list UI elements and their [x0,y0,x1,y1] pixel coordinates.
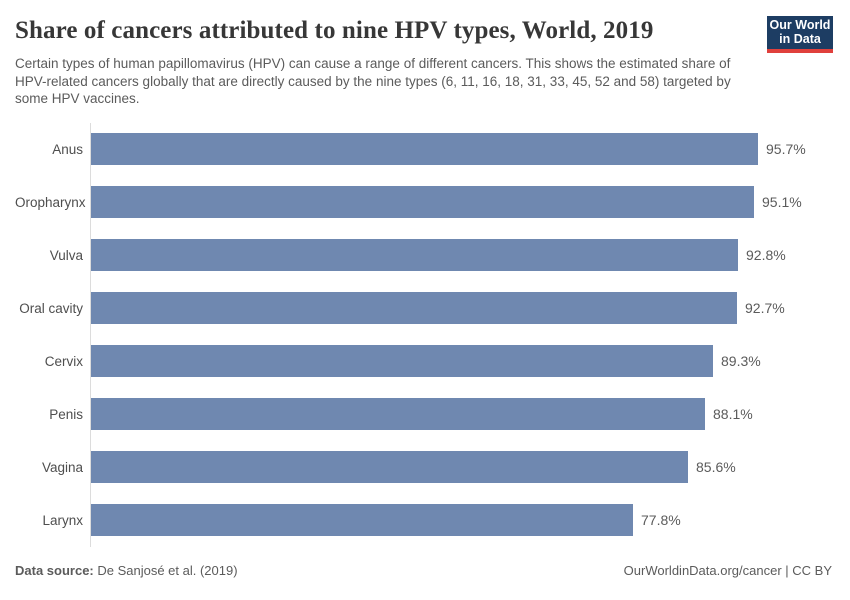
category-label: Vulva [49,247,83,263]
value-label: 89.3% [721,353,761,369]
value-label: 95.7% [766,141,806,157]
bar-track: 92.7% [90,281,833,335]
owid-logo-line1: Our World [769,18,831,32]
bar-row: Penis 88.1% [15,387,833,441]
bar-track: 77.8% [90,493,833,547]
chart-footer: Data source: De Sanjosé et al. (2019) Ou… [15,563,833,578]
value-label: 77.8% [641,512,681,528]
bar[interactable] [91,133,758,165]
bar-row: Vulva 92.8% [15,228,833,282]
bar-row: Oropharynx 95.1% [15,175,833,229]
owid-logo-line2: in Data [779,32,821,46]
bar[interactable] [91,345,713,377]
category-label: Vagina [41,459,83,475]
category-label: Penis [49,406,83,422]
category-label: Cervix [44,353,83,369]
bar-row: Cervix 89.3% [15,334,833,388]
value-label: 95.1% [762,194,802,210]
value-label: 92.8% [746,247,786,263]
bar[interactable] [91,451,688,483]
bar-track: 92.8% [90,228,833,282]
bar-chart: Anus 95.7% Oropharynx 95.1% Vulva 92.8% Oral c… [15,122,833,547]
category-label: Larynx [42,512,83,528]
bar-track: 88.1% [90,387,833,441]
value-label: 88.1% [713,406,753,422]
bar[interactable] [91,398,705,430]
bar-row: Vagina 85.6% [15,440,833,494]
bar-track: 95.7% [90,122,833,176]
bar-track: 85.6% [90,440,833,494]
footer-license-link[interactable]: OurWorldinData.org/cancer | CC BY [623,562,832,578]
bar-row: Anus 95.7% [15,122,833,176]
bar[interactable] [91,292,737,324]
chart-subtitle: Certain types of human papillomavirus (H… [15,56,731,106]
owid-logo: Our World in Data [767,16,833,53]
bar[interactable] [91,239,738,271]
bar[interactable] [91,186,754,218]
category-label: Oropharynx [15,194,86,210]
bar-track: 89.3% [90,334,833,388]
value-label: 85.6% [696,459,736,475]
data-source-label: Data source: [15,562,94,578]
page-title: Share of cancers attributed to nine HPV … [15,17,654,44]
bar-row: Larynx 77.8% [15,493,833,547]
value-label: 92.7% [745,300,785,316]
data-source-value: De Sanjosé et al. (2019) [93,562,238,578]
data-source: Data source: De Sanjosé et al. (2019) [15,563,238,578]
category-label: Oral cavity [19,300,83,316]
category-label: Anus [52,141,83,157]
bar[interactable] [91,504,633,536]
chart-header: Share of cancers attributed to nine HPV … [15,16,833,108]
bar-track: 95.1% [90,175,833,229]
bar-row: Oral cavity 92.7% [15,281,833,335]
